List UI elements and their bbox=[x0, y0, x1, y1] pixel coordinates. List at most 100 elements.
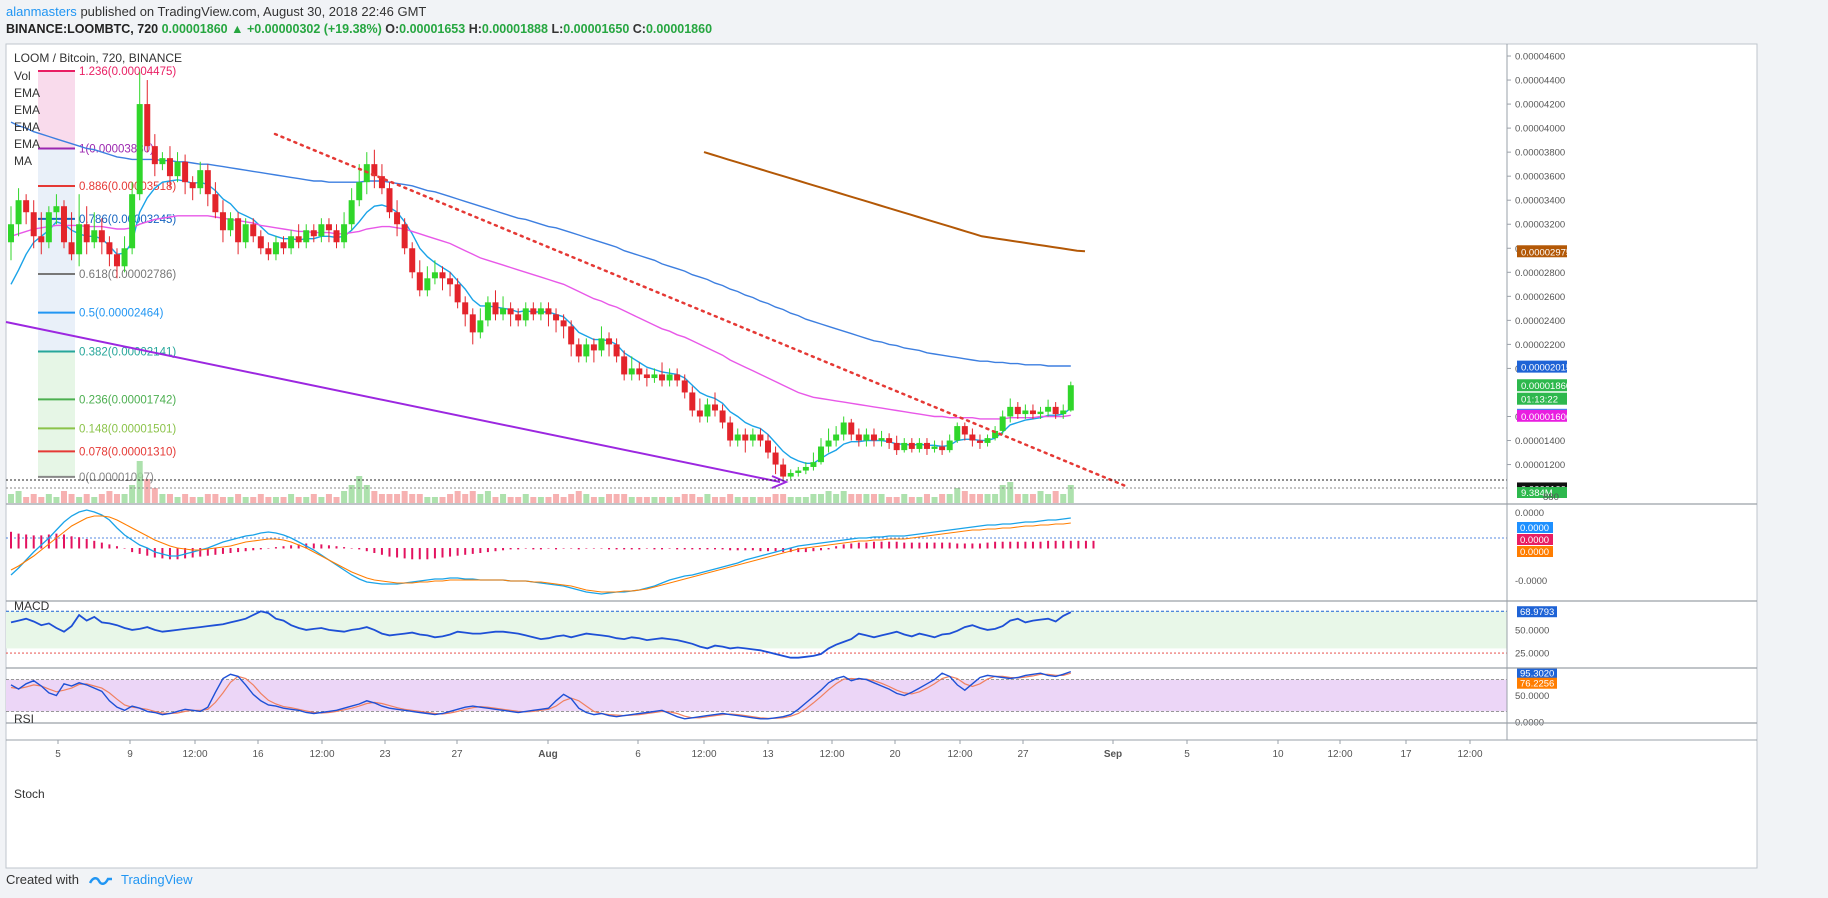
volume-bar bbox=[280, 497, 287, 503]
time-tick-label: 12:00 bbox=[182, 749, 207, 760]
candle-body bbox=[219, 212, 226, 231]
candle-body bbox=[386, 188, 393, 213]
price-tick-label: 0.00001200 bbox=[1515, 460, 1565, 471]
legend-item-ema-1[interactable]: EMA bbox=[14, 86, 40, 100]
candle-body bbox=[840, 422, 847, 435]
high-label: H: bbox=[468, 22, 482, 36]
volume-bar bbox=[166, 494, 173, 503]
candle-body bbox=[242, 224, 249, 243]
volume-bar bbox=[303, 497, 310, 503]
time-tick-label: 16 bbox=[252, 749, 264, 760]
candle-body bbox=[636, 368, 643, 375]
candle-body bbox=[908, 442, 915, 449]
time-tick-label: 5 bbox=[55, 749, 61, 760]
volume-bar bbox=[908, 497, 915, 503]
legend-item-ema-2[interactable]: EMA bbox=[14, 103, 40, 117]
volume-bar bbox=[325, 494, 332, 503]
time-tick-label: 10 bbox=[1272, 749, 1284, 760]
candle-body bbox=[469, 314, 476, 333]
candle-body bbox=[757, 434, 764, 441]
volume-bar bbox=[416, 494, 423, 503]
volume-bar bbox=[295, 497, 302, 503]
price-tick-label: 0.00003400 bbox=[1515, 196, 1565, 207]
candle-body bbox=[113, 254, 120, 267]
volume-bar bbox=[1060, 494, 1067, 503]
volume-bar bbox=[159, 494, 166, 503]
volume-bar bbox=[30, 494, 37, 503]
time-tick-label: 12:00 bbox=[819, 749, 844, 760]
volume-bar bbox=[121, 494, 128, 503]
volume-bar bbox=[83, 494, 90, 503]
candle-body bbox=[484, 302, 491, 321]
rsi-line bbox=[10, 610, 1072, 659]
volume-bar bbox=[257, 494, 264, 503]
candle-body bbox=[810, 462, 817, 467]
volume-bar bbox=[500, 494, 507, 503]
candle-body bbox=[886, 438, 893, 443]
fib-level-label: 0.236(0.00001742) bbox=[79, 394, 176, 406]
candle-body bbox=[272, 242, 279, 255]
legend-item-ma[interactable]: MA bbox=[14, 154, 32, 168]
candle-body bbox=[348, 200, 355, 225]
candle-body bbox=[182, 161, 189, 183]
candle-body bbox=[863, 434, 870, 441]
volume-bar bbox=[409, 494, 416, 503]
volume-bar bbox=[212, 494, 219, 503]
fib-level-label: 1(0.00003830) bbox=[79, 144, 154, 156]
candle-body bbox=[38, 236, 45, 243]
candle-body bbox=[121, 248, 128, 267]
candle-body bbox=[780, 464, 787, 477]
close-label: C: bbox=[632, 22, 646, 36]
candle-body bbox=[318, 224, 325, 237]
candle-body bbox=[976, 440, 983, 443]
candle-body bbox=[984, 438, 991, 443]
rsi-title: RSI bbox=[14, 712, 34, 726]
candle-body bbox=[795, 470, 802, 473]
volume-bar bbox=[318, 497, 325, 503]
legend-title: LOOM / Bitcoin, 720, BINANCE bbox=[14, 51, 182, 65]
purple-trendline bbox=[5, 321, 781, 483]
price-tick-label: 0.00002600 bbox=[1515, 292, 1565, 303]
candle-body bbox=[666, 374, 673, 381]
volume-bar bbox=[76, 497, 83, 503]
candle-body bbox=[310, 230, 317, 237]
volume-bar bbox=[1014, 494, 1021, 503]
volume-bar bbox=[984, 494, 991, 503]
candle-body bbox=[643, 374, 650, 379]
candle-body bbox=[598, 338, 605, 351]
price-change: ▲ +0.00000302 (+19.38%) bbox=[231, 22, 382, 36]
candle-body bbox=[303, 230, 310, 243]
candle-body bbox=[462, 302, 469, 315]
candle-body bbox=[151, 146, 158, 165]
volume-tick-label: 880 bbox=[1543, 492, 1559, 503]
volume-bar bbox=[23, 497, 30, 503]
candle-body bbox=[749, 434, 756, 441]
volume-bar bbox=[182, 494, 189, 503]
candle-body bbox=[621, 356, 628, 375]
volume-bar bbox=[795, 497, 802, 503]
candle-body bbox=[893, 442, 900, 451]
macd-line bbox=[10, 509, 1071, 595]
published-text: published on TradingView.com, August 30,… bbox=[80, 4, 427, 19]
candle-body bbox=[341, 224, 348, 243]
candle-body bbox=[1045, 406, 1052, 412]
candle-body bbox=[787, 472, 794, 477]
volume-bar bbox=[265, 497, 272, 503]
price-tick-label: 0.00001400 bbox=[1515, 436, 1565, 447]
candle-body bbox=[1060, 410, 1067, 415]
chart-canvas[interactable]: 1.236(0.00004475) 1(0.00003830) 0.886(0.00… bbox=[0, 0, 1828, 870]
legend-item-vol[interactable]: Vol bbox=[14, 69, 31, 83]
volume-bar bbox=[583, 494, 590, 503]
volume-bar bbox=[870, 494, 877, 503]
candle-body bbox=[91, 230, 98, 243]
candle-body bbox=[674, 374, 681, 381]
candle-body bbox=[613, 344, 620, 357]
legend-item-ema-4[interactable]: EMA bbox=[14, 137, 40, 151]
tradingview-link[interactable]: TradingView bbox=[120, 872, 193, 887]
volume-bar bbox=[144, 479, 151, 503]
price-tick-label: 0.00002800 bbox=[1515, 268, 1565, 279]
author-link[interactable]: alanmasters bbox=[6, 4, 77, 19]
candle-body bbox=[825, 440, 832, 447]
legend-item-ema-3[interactable]: EMA bbox=[14, 120, 40, 134]
volume-bar bbox=[772, 494, 779, 503]
